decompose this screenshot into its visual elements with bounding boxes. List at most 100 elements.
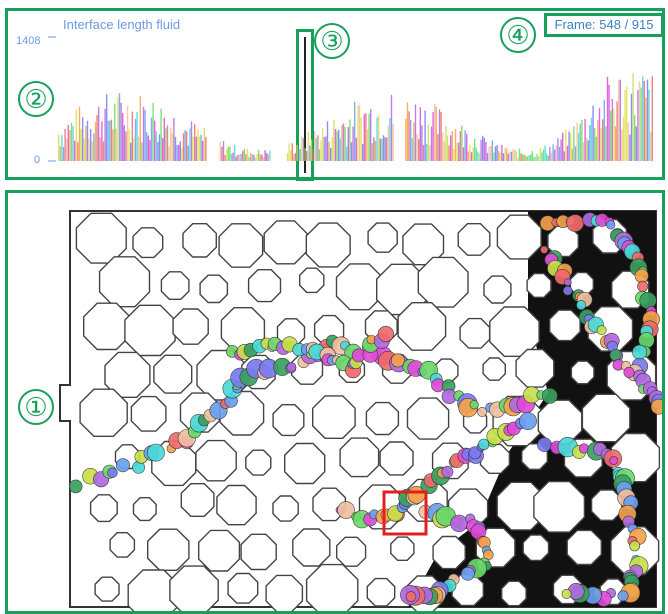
histogram-bar <box>235 156 237 161</box>
playhead[interactable] <box>304 37 306 173</box>
histogram-bar <box>306 150 308 161</box>
fluid-droplet <box>146 443 165 462</box>
histogram-bar <box>470 152 473 161</box>
histogram-bar <box>418 139 420 161</box>
obstacle <box>104 351 151 398</box>
obstacle <box>292 528 331 567</box>
histogram-bar <box>507 153 509 161</box>
callout-viewer: ① <box>18 389 54 425</box>
playhead-box[interactable] <box>296 29 314 181</box>
histogram-bar <box>227 146 229 161</box>
histogram-bar <box>501 144 503 161</box>
callout-chart: ② <box>18 81 54 117</box>
histogram-bar <box>342 123 345 161</box>
histogram-bar <box>506 148 508 161</box>
histogram-bar <box>574 146 577 161</box>
obstacle <box>483 275 512 304</box>
histogram-bar <box>64 128 66 161</box>
fluid-droplet <box>623 366 635 378</box>
obstacle <box>227 572 259 604</box>
histogram-bar <box>491 140 493 161</box>
histogram-bar <box>464 130 466 161</box>
histogram-bar <box>110 119 113 161</box>
histogram-bar <box>219 141 221 161</box>
histogram-bar <box>288 143 290 161</box>
histogram-bar <box>558 146 561 161</box>
obstacle <box>379 441 414 476</box>
frame-counter: Frame: 548 / 915 <box>544 13 664 37</box>
simulation-canvas[interactable] <box>8 193 662 611</box>
histogram-bar <box>336 131 338 161</box>
histogram-bar <box>187 145 189 161</box>
fluid-droplet <box>596 325 607 336</box>
histogram-bar <box>198 136 201 161</box>
histogram-bar <box>582 142 585 161</box>
histogram-bar <box>461 125 463 161</box>
histogram-bar <box>474 138 476 161</box>
obstacle <box>365 401 400 436</box>
histogram-bar <box>483 137 485 161</box>
histogram-bar <box>142 106 145 161</box>
viewer-panel[interactable]: ① <box>5 190 665 614</box>
obstacle <box>109 532 136 558</box>
histogram-bar <box>570 133 572 161</box>
obstacle <box>336 536 367 567</box>
histogram-bar <box>114 103 116 161</box>
y-tick-max: 1408 <box>16 35 41 47</box>
fluid-droplet <box>637 280 649 292</box>
histogram-bar <box>154 120 156 161</box>
histogram-bar <box>149 140 151 161</box>
histogram-bar <box>451 131 453 161</box>
histogram-bar <box>538 156 540 161</box>
histogram-bar <box>253 154 255 161</box>
histogram-bar <box>134 118 137 161</box>
histogram-bar <box>98 106 100 161</box>
histogram-bar <box>514 149 516 161</box>
histogram-bar <box>563 151 565 161</box>
histogram-bar <box>61 135 63 161</box>
fluid-droplet <box>519 412 537 431</box>
histogram-bar <box>624 89 626 161</box>
histogram-bar <box>256 153 258 161</box>
histogram-bar <box>186 131 188 161</box>
histogram-bar <box>298 149 300 161</box>
histogram-bar <box>99 137 101 161</box>
obstacle <box>79 388 128 437</box>
histogram-bar <box>541 152 543 161</box>
histogram-bar <box>406 102 409 161</box>
fluid-droplet <box>286 362 297 373</box>
histogram-bar <box>603 99 605 161</box>
histogram-bar <box>515 151 517 161</box>
histogram-bar <box>304 148 306 161</box>
histogram-bar <box>82 117 84 161</box>
obstacle <box>198 529 241 572</box>
histogram-bar <box>502 153 505 161</box>
obstacle <box>590 489 623 521</box>
obstacle <box>570 360 595 385</box>
histogram-bar <box>560 139 562 161</box>
histogram-bar <box>568 131 570 161</box>
histogram-bar <box>238 154 241 161</box>
histogram-bar <box>245 154 247 161</box>
histogram-bar <box>544 145 546 161</box>
histogram-bar <box>173 118 175 161</box>
histogram-bar <box>376 117 378 161</box>
histogram-bar <box>578 132 580 161</box>
histogram-bar <box>237 154 239 161</box>
histogram-panel[interactable]: Interface length fluid 1408 0 Frame: 548… <box>5 8 665 181</box>
fluid-droplet <box>632 344 648 360</box>
histogram-bar <box>328 141 330 161</box>
histogram-bar <box>390 94 393 161</box>
histogram-bar <box>421 125 423 161</box>
histogram-bar <box>410 119 412 161</box>
histogram-bar <box>485 142 487 161</box>
histogram-bar <box>650 131 652 161</box>
histogram-bar <box>645 97 647 161</box>
histogram-bar <box>262 156 265 161</box>
obstacle <box>147 528 190 571</box>
histogram-bar <box>539 147 541 161</box>
obstacle <box>367 222 398 253</box>
obstacle <box>305 563 359 611</box>
obstacle <box>263 220 308 265</box>
histogram-bar <box>534 156 537 161</box>
